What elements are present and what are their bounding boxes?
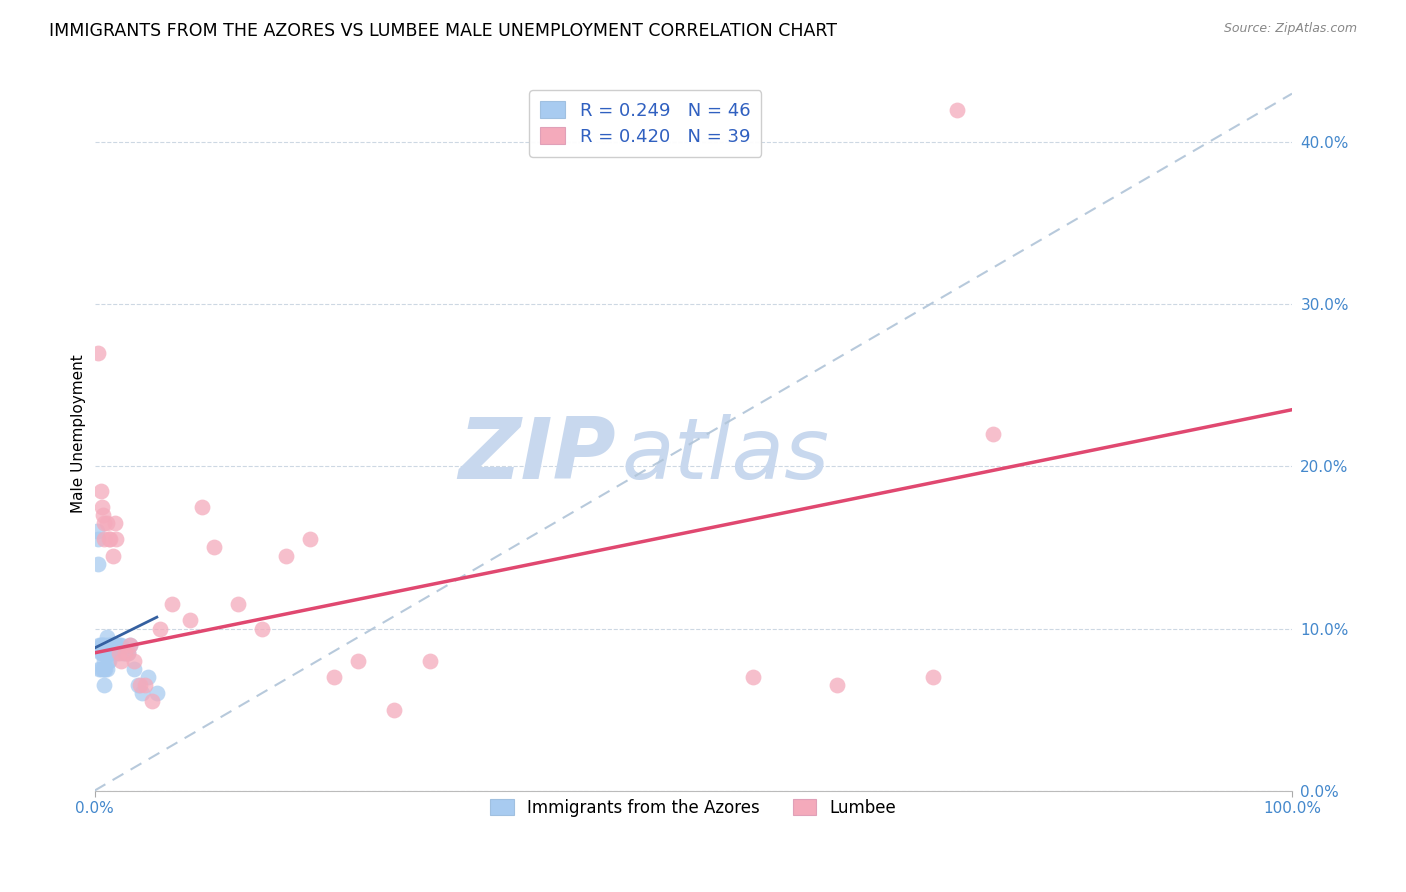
Point — [90, 483, 112, 498]
Point — [91, 662, 114, 676]
Point — [323, 670, 346, 684]
Point — [97, 638, 120, 652]
Text: atlas: atlas — [621, 414, 830, 497]
Point — [112, 646, 135, 660]
Point — [94, 638, 117, 652]
Point — [114, 646, 136, 660]
Point — [97, 533, 120, 547]
Point — [107, 638, 129, 652]
Point — [101, 638, 124, 652]
Point — [100, 638, 122, 652]
Point — [117, 646, 139, 660]
Point — [87, 557, 110, 571]
Point — [93, 662, 115, 676]
Point — [90, 638, 112, 652]
Point — [146, 686, 169, 700]
Point — [93, 646, 115, 660]
Point — [96, 630, 118, 644]
Point — [141, 694, 163, 708]
Point — [981, 427, 1004, 442]
Point — [90, 500, 112, 514]
Point — [105, 533, 128, 547]
Point — [299, 533, 322, 547]
Point — [742, 670, 765, 684]
Text: IMMIGRANTS FROM THE AZORES VS LUMBEE MALE UNEMPLOYMENT CORRELATION CHART: IMMIGRANTS FROM THE AZORES VS LUMBEE MAL… — [49, 22, 837, 40]
Point — [419, 654, 441, 668]
Point — [104, 516, 127, 531]
Y-axis label: Male Unemployment: Male Unemployment — [72, 355, 86, 514]
Point — [101, 549, 124, 563]
Legend: Immigrants from the Azores, Lumbee: Immigrants from the Azores, Lumbee — [482, 790, 904, 825]
Point — [110, 654, 132, 668]
Point — [96, 516, 118, 531]
Point — [87, 346, 110, 360]
Point — [89, 638, 111, 652]
Point — [134, 678, 156, 692]
Point — [122, 654, 145, 668]
Point — [103, 638, 125, 652]
Point — [98, 646, 121, 660]
Point — [96, 646, 118, 660]
Point — [122, 662, 145, 676]
Point — [91, 508, 114, 522]
Point — [98, 533, 121, 547]
Point — [276, 549, 298, 563]
Point — [202, 541, 225, 555]
Point — [93, 678, 115, 692]
Point — [90, 646, 112, 660]
Point — [94, 662, 117, 676]
Point — [117, 646, 139, 660]
Point — [120, 638, 142, 652]
Point — [98, 638, 121, 652]
Point — [129, 678, 152, 692]
Point — [97, 654, 120, 668]
Point — [97, 654, 120, 668]
Point — [179, 614, 201, 628]
Point — [226, 597, 249, 611]
Point — [91, 638, 114, 652]
Point — [825, 678, 848, 692]
Point — [382, 702, 405, 716]
Point — [94, 646, 117, 660]
Point — [191, 500, 214, 514]
Point — [87, 533, 110, 547]
Point — [114, 646, 136, 660]
Point — [90, 662, 112, 676]
Point — [97, 646, 120, 660]
Point — [104, 638, 127, 652]
Point — [89, 662, 111, 676]
Point — [131, 686, 153, 700]
Point — [96, 662, 118, 676]
Point — [90, 646, 112, 660]
Text: Source: ZipAtlas.com: Source: ZipAtlas.com — [1223, 22, 1357, 36]
Point — [86, 524, 108, 539]
Text: ZIP: ZIP — [458, 414, 616, 497]
Point — [93, 654, 115, 668]
Point — [162, 597, 184, 611]
Point — [90, 638, 112, 652]
Point — [105, 646, 128, 660]
Point — [93, 516, 115, 531]
Point — [120, 638, 142, 652]
Point — [107, 646, 129, 660]
Point — [127, 678, 149, 692]
Point — [250, 622, 273, 636]
Point — [138, 670, 160, 684]
Point — [921, 670, 943, 684]
Point — [93, 533, 115, 547]
Point — [105, 638, 128, 652]
Point — [91, 646, 114, 660]
Point — [347, 654, 370, 668]
Point — [110, 638, 132, 652]
Point — [149, 622, 172, 636]
Point — [945, 103, 967, 117]
